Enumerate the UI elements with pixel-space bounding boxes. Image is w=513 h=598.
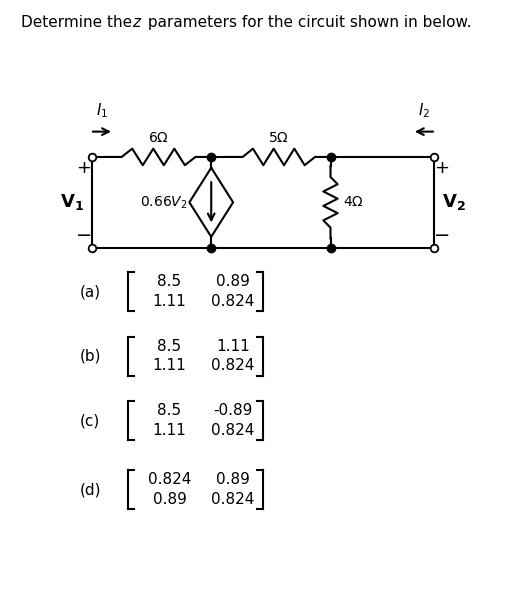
Text: 0.89: 0.89	[216, 274, 250, 289]
Text: 0.824: 0.824	[148, 472, 191, 487]
Text: 0.89: 0.89	[216, 472, 250, 487]
Text: 1.11: 1.11	[152, 294, 186, 309]
Text: $I_1$: $I_1$	[96, 102, 108, 120]
Text: +: +	[435, 159, 449, 177]
Text: (a): (a)	[80, 284, 101, 299]
Text: 0.89: 0.89	[152, 492, 186, 507]
Text: 1.11: 1.11	[152, 423, 186, 438]
Text: −: −	[76, 227, 92, 245]
Text: -0.89: -0.89	[213, 403, 253, 418]
Text: 0.824: 0.824	[211, 358, 255, 373]
Text: Determine the: Determine the	[21, 15, 142, 30]
Text: z: z	[132, 15, 141, 30]
Text: 8.5: 8.5	[157, 403, 182, 418]
Text: parameters for the circuit shown in below.: parameters for the circuit shown in belo…	[143, 15, 471, 30]
Text: +: +	[76, 159, 91, 177]
Text: (c): (c)	[80, 413, 100, 428]
Text: (b): (b)	[80, 349, 102, 364]
Text: $5\Omega$: $5\Omega$	[268, 131, 289, 145]
Text: (d): (d)	[80, 482, 102, 497]
Text: $I_2$: $I_2$	[418, 102, 430, 120]
Text: 0.824: 0.824	[211, 423, 255, 438]
Text: $\mathbf{V_1}$: $\mathbf{V_1}$	[60, 193, 84, 212]
Text: 8.5: 8.5	[157, 274, 182, 289]
Text: $6\Omega$: $6\Omega$	[148, 131, 169, 145]
Text: $4\Omega$: $4\Omega$	[343, 196, 364, 209]
Text: $0.66V_2$: $0.66V_2$	[140, 194, 187, 210]
Text: −: −	[433, 227, 450, 245]
Text: 0.824: 0.824	[211, 492, 255, 507]
Text: 1.11: 1.11	[216, 339, 250, 354]
Text: $\mathbf{V_2}$: $\mathbf{V_2}$	[442, 193, 466, 212]
Text: 0.824: 0.824	[211, 294, 255, 309]
Text: 8.5: 8.5	[157, 339, 182, 354]
Text: 1.11: 1.11	[152, 358, 186, 373]
